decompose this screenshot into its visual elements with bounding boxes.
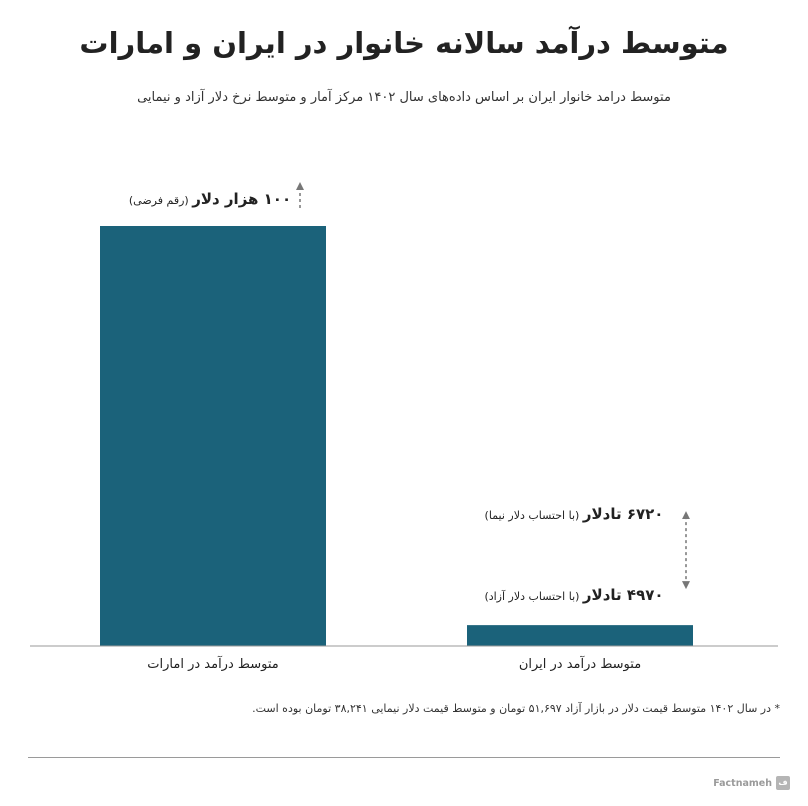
iran-nima-value-label: ۶۷۲۰ تادلار (با احتساب دلار نیما) bbox=[485, 505, 664, 523]
bar-2 bbox=[467, 625, 693, 646]
iran-nima-value-label-value: ۶۷۲۰ تادلار bbox=[582, 505, 664, 523]
bar-chart: متوسط درآمد در امارات متوسط درآمد در ایرا… bbox=[30, 182, 778, 672]
iran-nima-value-label-note: (با احتساب دلار نیما) bbox=[485, 509, 583, 522]
bar-1 bbox=[100, 226, 326, 646]
iran-free-value-label-value: ۴۹۷۰ تادلار bbox=[582, 586, 664, 604]
factnameh-logo-icon: ف bbox=[776, 776, 790, 790]
brand-logo: Factnameh ف bbox=[700, 775, 790, 791]
uae-value-label-note: (رقم فرضی) bbox=[129, 194, 192, 207]
iran-free-value-label-note: (با احتساب دلار آزاد) bbox=[484, 589, 582, 603]
footer-divider bbox=[28, 757, 780, 758]
uae-value-label-value: ۱۰۰ هزار دلار bbox=[191, 190, 291, 208]
chart-subtitle: متوسط درامد خانوار ایران بر اساس داده‌ها… bbox=[137, 90, 671, 105]
uae-value-label: ۱۰۰ هزار دلار (رقم فرضی) bbox=[129, 190, 291, 208]
chart-title: متوسط درآمد سالانه خانوار در ایران و اما… bbox=[79, 26, 729, 60]
footnote: * در سال ۱۴۰۲ متوسط قیمت دلار در بازار آ… bbox=[252, 702, 780, 715]
category-label-1: متوسط درآمد در امارات bbox=[147, 655, 278, 672]
category-label-2: متوسط درآمد در ایران bbox=[519, 655, 641, 672]
brand-name: Factnameh bbox=[713, 777, 772, 789]
iran-free-value-label: ۴۹۷۰ تادلار (با احتساب دلار آزاد) bbox=[484, 586, 663, 604]
